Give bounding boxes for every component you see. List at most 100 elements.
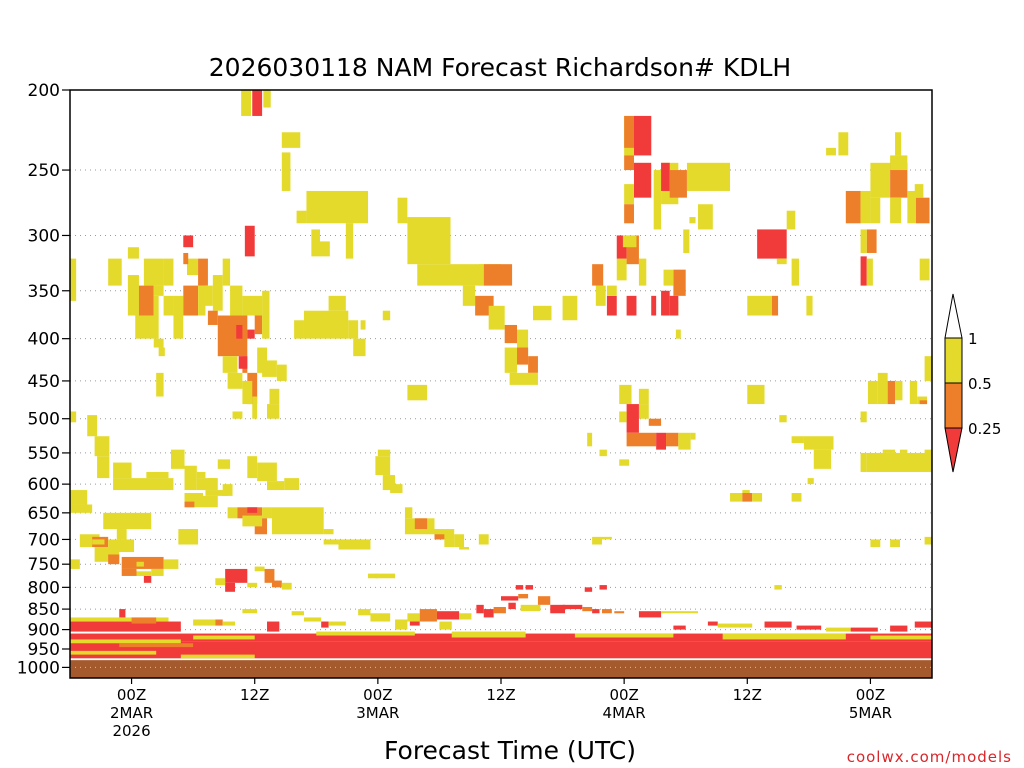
ri-cell-lt-0-5 (254, 315, 263, 335)
ri-cell-lt-0-25 (661, 290, 670, 316)
ri-cell-lt-1 (311, 229, 320, 257)
ri-cell-lt-1 (136, 561, 144, 567)
ri-cell-lt-1 (296, 210, 307, 224)
ri-cell-lt-1 (222, 484, 233, 496)
ri-cell-lt-1 (434, 529, 455, 540)
ri-cell-lt-0-5 (217, 315, 248, 357)
ri-cell-lt-1 (803, 436, 834, 450)
x-tick-label-4-1: 4MAR (603, 704, 646, 722)
ri-cell-lt-1 (742, 490, 750, 493)
ri-cell-lt-0-25 (70, 621, 181, 632)
ri-cell-lt-1 (70, 504, 93, 513)
ri-cell-lt-0-25 (656, 432, 667, 450)
ri-cell-lt-1 (504, 347, 518, 373)
ri-cell-lt-1 (269, 388, 280, 405)
ri-cell-lt-1 (281, 152, 291, 191)
ri-cell-lt-1 (509, 372, 538, 385)
ri-cell-lt-1 (860, 411, 867, 423)
y-tick-label-400: 400 (28, 330, 60, 350)
ri-cell-lt-1 (638, 258, 647, 286)
ri-cell-lt-1 (791, 436, 804, 443)
ri-cell-lt-1 (222, 621, 236, 626)
ri-cell-lt-1 (574, 633, 674, 638)
ri-cell-lt-0-5 (624, 204, 634, 224)
ri-cell-lt-0-25 (525, 585, 534, 590)
ri-cell-lt-1 (454, 534, 465, 548)
ri-cell-lt-1 (254, 566, 265, 572)
ri-cell-lt-1 (153, 295, 159, 316)
ri-cell-lt-1 (533, 305, 552, 321)
ri-cell-lt-1 (619, 384, 632, 405)
ri-cell-lt-1 (459, 613, 472, 620)
ri-cell-lt-1 (562, 295, 578, 321)
ri-cell-lt-1 (616, 258, 627, 281)
ri-cell-lt-1 (87, 415, 98, 437)
ri-cell-lt-1 (895, 132, 902, 156)
x-tick-label-0-2: 2026 (112, 722, 150, 740)
ri-cell-lt-1 (786, 210, 796, 230)
ri-cell-lt-1 (675, 329, 681, 339)
ri-cell-lt-0-25 (267, 621, 280, 632)
ground-fill (70, 660, 932, 678)
ri-cell-lt-1 (170, 449, 185, 469)
ri-cell-lt-1 (860, 190, 871, 224)
ri-cell-lt-1 (193, 635, 255, 640)
ri-cell-lt-0-5 (119, 643, 194, 648)
ri-cell-lt-1 (267, 481, 285, 491)
ri-cell-lt-1 (899, 449, 908, 453)
ri-cell-lt-1 (890, 539, 900, 548)
ri-cell-lt-1 (227, 372, 243, 389)
ri-cell-lt-1 (156, 372, 164, 397)
legend-swatch-0-5 (944, 382, 963, 429)
ri-cell-lt-1 (860, 229, 867, 253)
ri-cell-lt-1 (895, 380, 903, 401)
ri-cell-lt-1 (242, 609, 258, 614)
ri-cell-lt-0-25 (890, 625, 908, 632)
ri-cell-lt-0-5 (742, 492, 753, 502)
ri-cell-lt-0-25 (225, 568, 248, 583)
legend-label-1: 1 (968, 330, 978, 348)
ri-cell-lt-1 (294, 320, 304, 339)
ri-cell-lt-1 (776, 258, 787, 265)
ri-cell-lt-1 (860, 452, 867, 472)
ri-cell-lt-0-25 (550, 604, 566, 614)
ri-cell-lt-0-5 (271, 580, 282, 588)
ri-cell-lt-0-5 (493, 606, 506, 614)
ri-cell-lt-1 (153, 338, 164, 348)
ri-cell-lt-0-5 (138, 285, 154, 316)
ri-cell-lt-1 (70, 258, 77, 301)
ri-cell-lt-1 (907, 190, 916, 224)
ri-cell-lt-1 (690, 432, 696, 440)
ri-cell-lt-1 (914, 184, 924, 198)
x-tick-label-2-0: 00Z (363, 686, 392, 704)
y-tick-label-950: 950 (28, 640, 60, 660)
ri-cell-lt-0-5 (247, 372, 258, 405)
ri-cell-lt-1 (323, 529, 334, 535)
ri-cell-lt-0-25 (661, 162, 670, 191)
ri-cell-lt-1 (377, 449, 391, 457)
ri-cell-lt-1 (774, 585, 782, 590)
ri-cell-lt-1 (316, 631, 415, 636)
ri-cell-lt-1 (262, 360, 277, 377)
ri-cell-lt-1 (113, 462, 132, 479)
ri-cell-lt-0-5 (915, 197, 930, 224)
ri-cell-lt-1 (619, 411, 627, 423)
y-tick-label-200: 200 (28, 81, 60, 101)
ri-cell-lt-0-25 (796, 625, 822, 630)
ri-cell-lt-1 (262, 290, 270, 339)
ri-cell-lt-0-5 (866, 229, 877, 253)
ri-cell-lt-1 (917, 396, 928, 405)
ri-cell-lt-1 (622, 235, 637, 248)
ri-cell-lt-1 (271, 507, 324, 535)
ri-cell-lt-0-25 (247, 507, 258, 513)
ri-cell-lt-1 (328, 621, 346, 626)
ri-cell-lt-1 (163, 258, 174, 286)
ri-cell-lt-1 (444, 539, 455, 548)
ri-cell-lt-0-5 (198, 258, 208, 286)
ri-cell-lt-0-5 (624, 115, 634, 148)
ri-cell-lt-1 (281, 582, 292, 590)
ri-cell-lt-1 (323, 539, 339, 545)
ri-cell-lt-1 (360, 320, 366, 330)
y-tick-label-550: 550 (28, 444, 60, 464)
